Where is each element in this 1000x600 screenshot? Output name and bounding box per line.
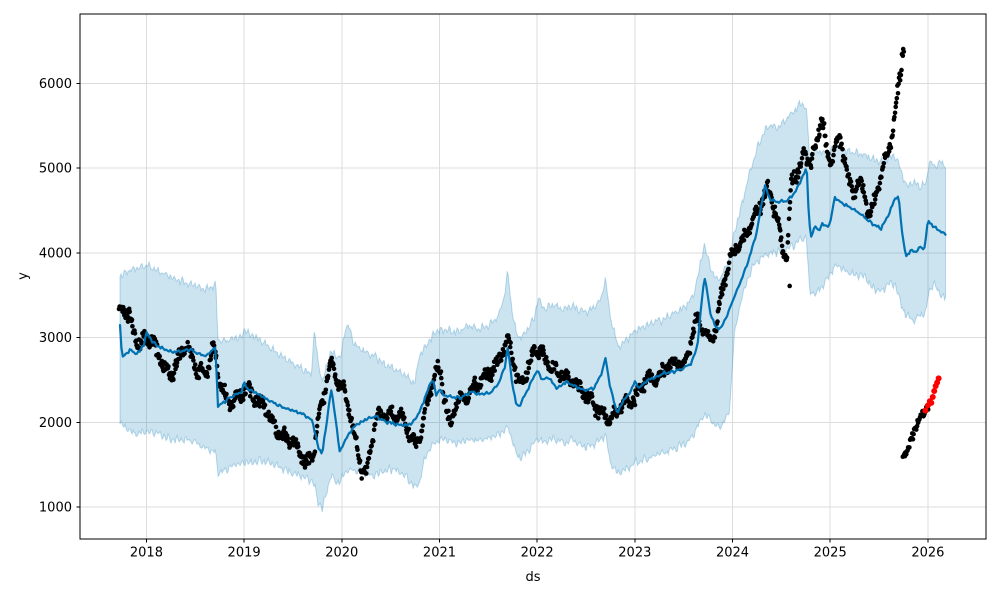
x-tick-label: 2023: [618, 546, 651, 561]
x-tick-label: 2019: [228, 546, 261, 561]
uncertainty-band: [119, 98, 946, 513]
x-tick-label: 2021: [423, 546, 456, 561]
outlier-points: [787, 283, 792, 289]
y-tick-label: 3000: [39, 331, 72, 346]
y-tick-label: 1000: [39, 501, 72, 516]
y-tick-label: 5000: [39, 162, 72, 177]
y-tick-label: 6000: [39, 77, 72, 92]
recent-data-points: [922, 375, 942, 414]
forecast-line: [118, 168, 947, 455]
actual-data-points-after-split: [900, 404, 931, 460]
x-tick-label: 2020: [325, 546, 358, 561]
x-axis-label: ds: [525, 570, 541, 585]
y-tick-label: 4000: [39, 246, 72, 261]
x-tick-label: 2018: [130, 546, 163, 561]
y-tick-label: 2000: [39, 416, 72, 431]
y-axis-label: y: [16, 272, 31, 280]
x-tick-label: 2026: [911, 546, 944, 561]
x-tick-label: 2022: [521, 546, 554, 561]
plot-frame: [79, 13, 987, 540]
x-tick-label: 2024: [716, 546, 749, 561]
x-tick-label: 2025: [814, 546, 847, 561]
